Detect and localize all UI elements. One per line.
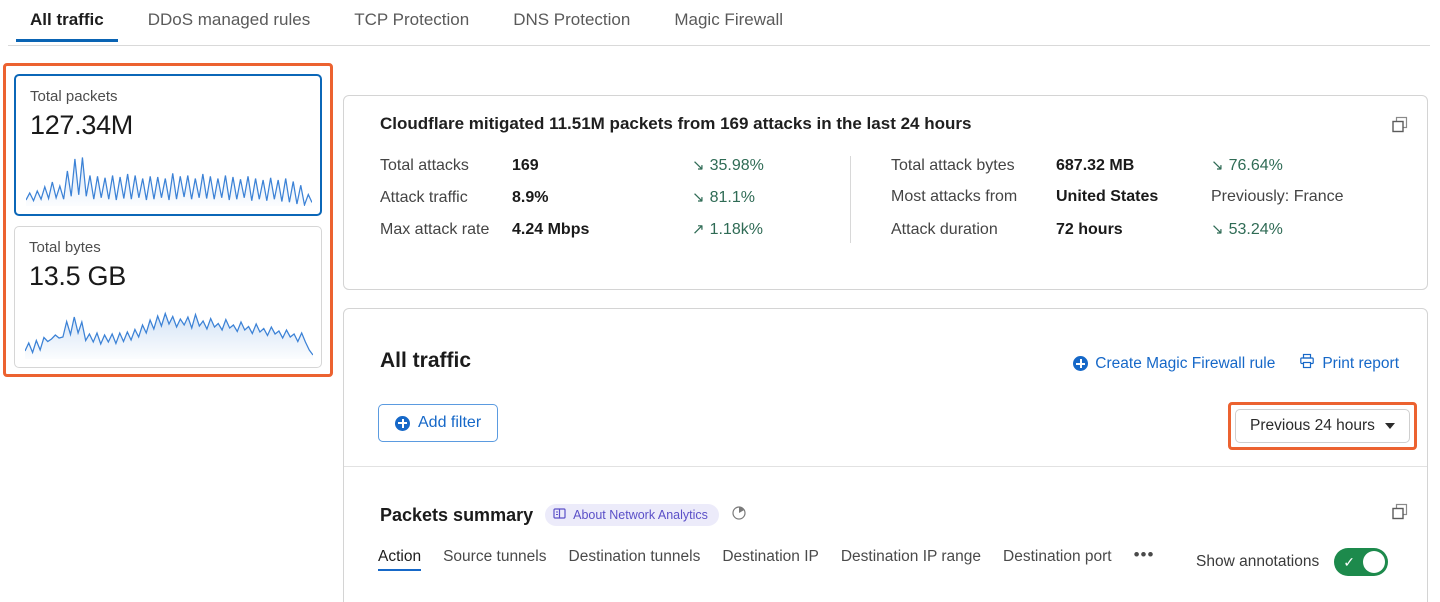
trend-down-icon: ↘ [692,157,705,174]
trend-down-icon: ↘ [1211,221,1224,238]
stat-value: 4.24 Mbps [512,221,590,238]
stat-delta-value: 35.98% [709,157,764,174]
time-range-annotation-box: Previous 24 hours [1228,402,1417,450]
stat-name: Max attack rate [380,221,490,238]
subtab-destination-port[interactable]: Destination port [1003,548,1112,565]
stat-name: Attack traffic [380,189,468,206]
summary-stats: Total attacks 169 ↘ 35.98% Attack traffic… [380,156,1407,243]
sparkline-total-packets [26,154,312,206]
summary-headline: Cloudflare mitigated 11.51M packets from… [380,114,972,133]
packets-summary-title: Packets summary [380,504,534,525]
summary-stats-left: Total attacks 169 ↘ 35.98% Attack traffic… [380,156,850,243]
attack-summary-panel: Cloudflare mitigated 11.51M packets from… [343,95,1428,290]
stat-name: Attack duration [891,221,998,238]
stat-delta: ↘ 81.1% [692,188,755,207]
pie-chart-icon[interactable] [731,505,747,526]
stat-value: United States [1056,188,1159,205]
metric-cards-annotation-box: Total packets 127.34M Total bytes 13.5 [3,63,333,377]
plus-circle-icon [395,415,410,431]
stat-delta: Previously: France [1211,188,1344,205]
print-report-label: Print report [1322,354,1399,372]
add-filter-button[interactable]: Add filter [378,404,499,442]
stat-value: 169 [512,157,539,174]
panel-divider [344,466,1427,467]
chevron-down-icon [1384,423,1395,429]
all-traffic-panel: All traffic Create Magic Firewall rule P… [343,308,1428,602]
stat-delta-value: 53.24% [1228,221,1283,238]
stat-name: Total attacks [380,157,469,174]
stat-delta-value: 76.64% [1228,157,1283,174]
show-annotations-control: Show annotations ✓ [1196,548,1389,576]
stat-delta-value: 81.1% [709,189,755,206]
duplicate-icon[interactable] [1391,116,1409,139]
metric-card-label: Total bytes [29,239,101,256]
toggle-knob [1363,551,1386,573]
stat-delta: ↗ 1.18k% [692,220,763,239]
stat-delta-value: 1.18k% [709,221,763,238]
main-tab-bar: All traffic DDoS managed rules TCP Prote… [0,0,1440,46]
section-title: All traffic [380,349,472,372]
duplicate-icon[interactable] [1391,503,1409,526]
create-magic-firewall-rule-link[interactable]: Create Magic Firewall rule [1073,355,1275,373]
time-range-label: Previous 24 hours [1250,417,1375,434]
stat-value: 687.32 MB [1056,157,1135,174]
subtab-destination-tunnels[interactable]: Destination tunnels [568,548,701,565]
badge-label: About Network Analytics [573,508,708,522]
add-filter-label: Add filter [418,414,482,431]
trend-up-icon: ↗ [692,221,705,238]
metric-card-value: 13.5 GB [29,261,126,291]
subtab-action[interactable]: Action [378,548,422,571]
stat-name: Most attacks from [891,188,1018,205]
printer-icon [1299,353,1315,374]
create-rule-label: Create Magic Firewall rule [1095,354,1276,372]
summary-stats-right: Total attack bytes 687.32 MB ↘ 76.64% Mos… [850,156,1344,243]
tab-magic-firewall[interactable]: Magic Firewall [674,10,783,29]
stat-row: Attack traffic 8.9% ↘ 81.1% [380,188,850,211]
sparkline-total-bytes [25,307,313,359]
plus-circle-icon [1073,356,1089,371]
tab-ddos-managed-rules[interactable]: DDoS managed rules [147,10,311,29]
subtab-overflow-button[interactable]: ••• [1133,545,1155,564]
stat-row: Max attack rate 4.24 Mbps ↗ 1.18k% [380,220,850,243]
stat-value: 72 hours [1056,221,1123,238]
stat-row: Attack duration 72 hours ↘ 53.24% [891,220,1344,243]
print-report-button[interactable]: Print report [1299,353,1399,374]
stat-row: Most attacks from United States Previous… [891,188,1344,211]
subtab-source-tunnels[interactable]: Source tunnels [443,548,547,565]
time-range-dropdown[interactable]: Previous 24 hours [1235,409,1410,443]
show-annotations-label: Show annotations [1196,553,1320,570]
metric-card-value: 127.34M [30,110,133,140]
tab-dns-protection[interactable]: DNS Protection [513,10,631,29]
tab-tcp-protection[interactable]: TCP Protection [354,10,470,29]
tab-all-traffic[interactable]: All traffic [8,0,126,42]
metric-card-total-bytes[interactable]: Total bytes 13.5 GB [14,226,322,368]
metric-card-label: Total packets [30,88,118,105]
metric-card-total-packets[interactable]: Total packets 127.34M [14,74,322,216]
show-annotations-toggle[interactable]: ✓ [1334,548,1389,576]
stat-delta: ↘ 76.64% [1211,156,1283,175]
trend-down-icon: ↘ [1211,157,1224,174]
panel-actions: Create Magic Firewall rule Print report [1073,353,1399,374]
book-icon [553,507,566,523]
stat-delta: ↘ 53.24% [1211,220,1283,239]
packets-summary-header: Packets summary About Network Analytics [380,504,747,526]
trend-down-icon: ↘ [692,189,705,206]
stat-value: 8.9% [512,189,549,206]
stat-row: Total attack bytes 687.32 MB ↘ 76.64% [891,156,1344,179]
stat-row: Total attacks 169 ↘ 35.98% [380,156,850,179]
about-network-analytics-badge[interactable]: About Network Analytics [545,504,719,526]
stat-name: Total attack bytes [891,157,1015,174]
packets-subtab-bar: Action Source tunnels Destination tunnel… [378,545,1154,571]
check-icon: ✓ [1343,554,1355,570]
stat-delta: ↘ 35.98% [692,156,764,175]
subtab-destination-ip[interactable]: Destination IP [722,548,819,565]
subtab-destination-ip-range[interactable]: Destination IP range [840,548,982,565]
